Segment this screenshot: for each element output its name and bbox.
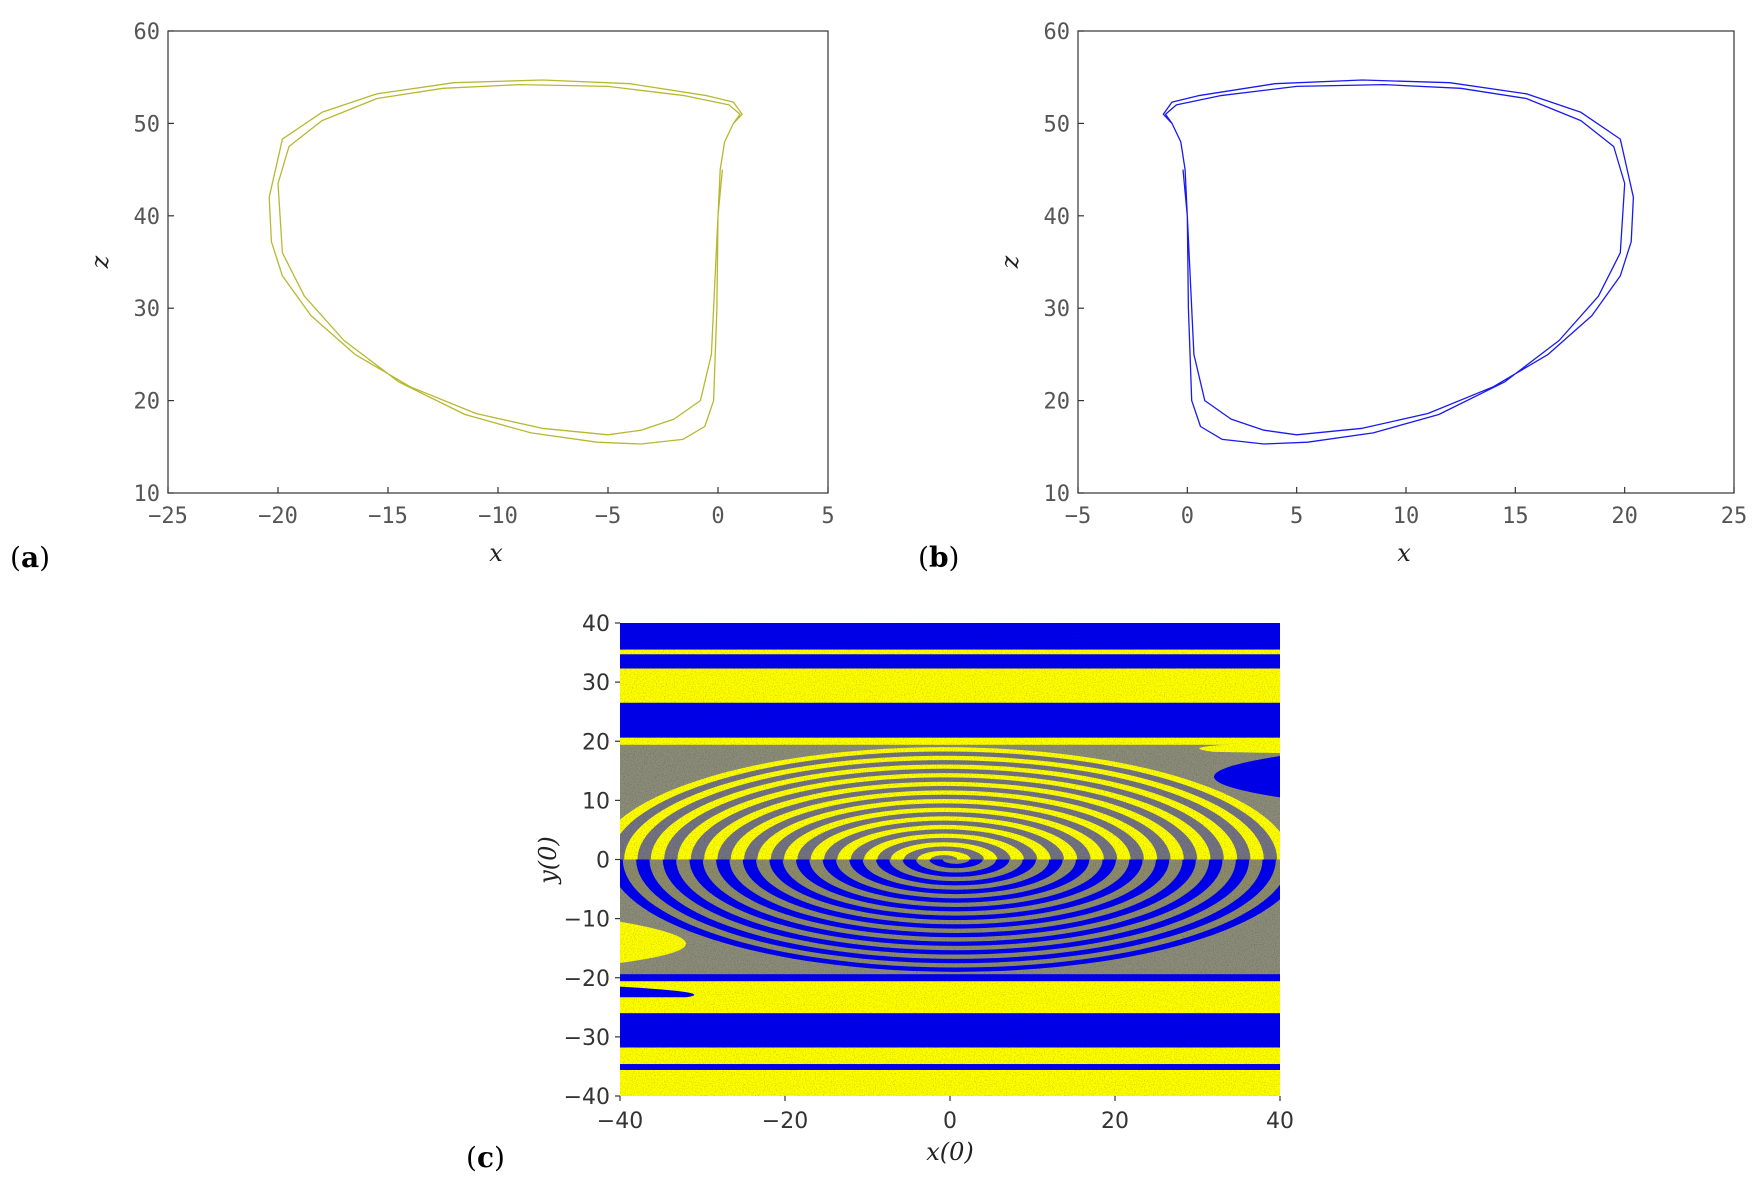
y-tick-label: 30 xyxy=(134,297,161,322)
y-tick-label: 20 xyxy=(582,730,610,755)
x-tick-label: −20 xyxy=(258,504,298,529)
y-tick-label: 40 xyxy=(134,205,161,230)
y-axis-label-a: z xyxy=(86,255,114,269)
x-tick-label: 40 xyxy=(1266,1109,1294,1134)
series-line-0 xyxy=(1162,79,1635,445)
trajectory-a xyxy=(268,79,743,445)
x-tick-label: −5 xyxy=(595,504,622,529)
y-axis-label-c: y(0) xyxy=(534,836,562,885)
x-tick-label: −5 xyxy=(1065,504,1092,529)
y-tick-label: −40 xyxy=(564,1085,610,1110)
x-tick-label: −20 xyxy=(762,1109,808,1134)
y-ticks-a: 10 20 30 40 50 60 xyxy=(134,20,174,507)
x-tick-label: −40 xyxy=(597,1109,643,1134)
y-tick-label: 20 xyxy=(134,390,161,415)
x-axis-label-b: x xyxy=(1397,539,1411,567)
x-ticks-b: −5 0 5 10 15 20 25 xyxy=(1065,487,1748,529)
y-tick-label: 30 xyxy=(1044,297,1071,322)
x-tick-label: 0 xyxy=(943,1109,957,1134)
x-tick-label: 20 xyxy=(1101,1109,1129,1134)
x-ticks-a: −25 −20 −15 −10 −5 0 5 xyxy=(148,487,835,529)
x-tick-label: 10 xyxy=(1393,504,1420,529)
y-tick-label: 30 xyxy=(582,671,610,696)
y-tick-label: 10 xyxy=(582,789,610,814)
y-tick-label: −10 xyxy=(564,908,610,933)
y-tick-label: 60 xyxy=(1044,20,1071,45)
y-axis-label-b: z xyxy=(996,255,1024,269)
chart-panel-b: −5 0 5 10 15 20 25 10 20 30 40 50 60 x z (b) xyxy=(918,20,1747,574)
x-tick-label: 25 xyxy=(1721,504,1748,529)
y-ticks-b: 10 20 30 40 50 60 xyxy=(1044,20,1084,507)
x-tick-label: 15 xyxy=(1502,504,1529,529)
panel-label-c: (c) xyxy=(466,1141,505,1174)
x-tick-label: 0 xyxy=(711,504,724,529)
x-tick-label: −25 xyxy=(148,504,188,529)
y-tick-label: 50 xyxy=(134,112,161,137)
panel-label-b: (b) xyxy=(918,541,959,574)
chart-panel-c: −40 −20 0 20 40 −40 −30 −20 −10 0 10 20 30 40 x(0) y… xyxy=(466,612,1294,1174)
y-ticks-c: −40 −30 −20 −10 0 10 20 30 40 xyxy=(564,612,620,1110)
y-tick-label: −20 xyxy=(564,967,610,992)
y-tick-label: 40 xyxy=(582,612,610,637)
y-tick-label: 50 xyxy=(1044,112,1071,137)
chart-panel-a: −25 −20 −15 −10 −5 0 5 10 20 30 40 50 60 x z (a) xyxy=(10,20,835,574)
x-tick-label: 20 xyxy=(1611,504,1638,529)
x-axis-label-c: x(0) xyxy=(926,1138,974,1166)
x-ticks-c: −40 −20 0 20 40 xyxy=(597,1096,1294,1134)
y-tick-label: 20 xyxy=(1044,390,1071,415)
y-tick-label: −30 xyxy=(564,1026,610,1051)
series-line-0 xyxy=(268,79,743,445)
basin-texture xyxy=(620,623,1280,1096)
y-tick-label: 10 xyxy=(134,482,161,507)
x-tick-label: −15 xyxy=(368,504,408,529)
x-axis-label-a: x xyxy=(489,539,503,567)
x-tick-label: 5 xyxy=(1290,504,1303,529)
x-tick-label: 5 xyxy=(821,504,834,529)
y-tick-label: 60 xyxy=(134,20,161,45)
y-tick-label: 40 xyxy=(1044,205,1071,230)
y-tick-label: 0 xyxy=(596,849,610,874)
x-tick-label: 0 xyxy=(1181,504,1194,529)
panel-label-a: (a) xyxy=(10,541,50,574)
y-tick-label: 10 xyxy=(1044,482,1071,507)
x-tick-label: −10 xyxy=(478,504,518,529)
trajectory-b xyxy=(1162,79,1635,445)
